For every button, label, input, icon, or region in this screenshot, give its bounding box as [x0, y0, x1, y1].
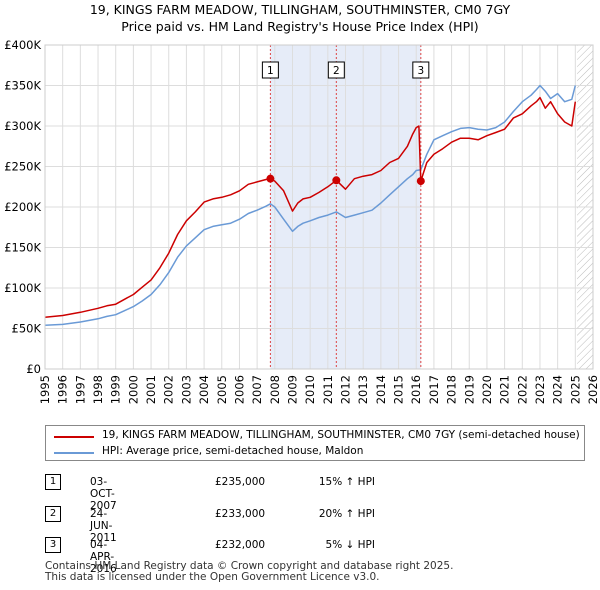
sale-number-badge: 3 — [45, 537, 61, 553]
y-tick-label: £250K — [4, 160, 41, 174]
x-tick-label: 2001 — [144, 375, 158, 404]
x-tick-label: 2022 — [515, 375, 529, 404]
sale-number-label: 3 — [417, 65, 424, 77]
x-tick-label: 2000 — [126, 375, 140, 404]
sale-date: 24-JUN-2011 — [90, 508, 117, 544]
y-tick-label: £400K — [4, 38, 41, 52]
y-tick-label: £200K — [4, 200, 41, 214]
sale-date: 04-APR-2016 — [90, 539, 117, 575]
sale-date: 03-OCT-2007 — [90, 476, 117, 512]
footer-licence: This data is licensed under the Open Gov… — [45, 571, 380, 583]
x-tick-label: 2017 — [427, 375, 441, 404]
x-tick-label: 2006 — [232, 375, 246, 404]
x-tick-label: 2011 — [321, 375, 335, 404]
x-tick-label: 2026 — [586, 375, 600, 404]
x-tick-label: 2015 — [392, 375, 406, 404]
y-tick-label: £350K — [4, 79, 41, 93]
x-tick-label: 1997 — [73, 375, 87, 404]
sale-number-label: 2 — [333, 65, 340, 77]
x-tick-label: 2023 — [533, 375, 547, 404]
y-tick-label: £300K — [4, 119, 41, 133]
plot-border — [44, 44, 594, 370]
x-tick-label: 1999 — [109, 375, 123, 404]
x-tick-label: 2005 — [215, 375, 229, 404]
x-tick-label: 2016 — [409, 375, 423, 404]
footer-copyright: Contains HM Land Registry data © Crown c… — [45, 560, 454, 572]
sale-number-box — [327, 61, 345, 79]
legend-line-property — [54, 436, 94, 438]
footer: Contains HM Land Registry data © Crown c… — [45, 561, 453, 583]
x-tick-label: 2021 — [498, 375, 512, 404]
x-tick-label: 2013 — [356, 375, 370, 404]
sale-hpi-change: 15% ↑ HPI — [318, 476, 375, 488]
series-line — [44, 84, 577, 327]
chart-title: 19, KINGS FARM MEADOW, TILLINGHAM, SOUTH… — [89, 2, 511, 17]
legend-label-hpi: HPI: Average price, semi-detached house,… — [102, 445, 364, 457]
x-tick-label: 2007 — [250, 375, 264, 404]
sale-point — [416, 177, 425, 186]
x-tick-label: 2010 — [303, 375, 317, 404]
sale-number-box — [412, 61, 430, 79]
sale-price: £235,000 — [215, 476, 266, 488]
y-tick-label: £0 — [26, 362, 41, 376]
sale-point — [266, 174, 275, 183]
y-tick-label: £50K — [12, 322, 42, 336]
x-tick-label: 2024 — [551, 375, 565, 404]
x-tick-label: 2004 — [197, 375, 211, 404]
sale-hpi-change: 20% ↑ HPI — [318, 508, 375, 520]
sale-number-label: 1 — [267, 65, 274, 77]
x-tick-label: 2003 — [179, 375, 193, 404]
x-tick-label: 2020 — [480, 375, 494, 404]
x-tick-label: 2019 — [462, 375, 476, 404]
sale-price: £233,000 — [215, 508, 266, 520]
sale-point — [332, 176, 341, 185]
x-tick-label: 2014 — [374, 375, 388, 404]
legend-line-hpi — [54, 452, 94, 454]
sale-number-box — [261, 61, 279, 79]
x-tick-label: 2002 — [162, 375, 176, 404]
x-tick-label: 2008 — [268, 375, 282, 404]
chart-legend: 19, KINGS FARM MEADOW, TILLINGHAM, SOUTH… — [45, 425, 585, 461]
x-tick-label: 2009 — [285, 375, 299, 404]
y-tick-label: £150K — [4, 241, 41, 255]
x-tick-label: 2012 — [339, 375, 353, 404]
chart-subtitle: Price paid vs. HM Land Registry's House … — [121, 19, 479, 34]
sale-price: £232,000 — [215, 539, 266, 551]
sale-number-badge: 1 — [45, 474, 61, 490]
x-tick-label: 1995 — [38, 375, 52, 404]
x-tick-label: 1996 — [56, 375, 70, 404]
price-chart: £0 £50K £100K £150K £200K £250K £300K £350K £400… — [4, 38, 600, 404]
series-line — [44, 96, 577, 318]
y-tick-label: £100K — [4, 281, 41, 295]
sale-number-badge: 2 — [45, 506, 61, 522]
x-tick-label: 2025 — [568, 375, 582, 404]
legend-label-property: 19, KINGS FARM MEADOW, TILLINGHAM, SOUTH… — [102, 429, 580, 441]
x-tick-label: 2018 — [445, 375, 459, 404]
sale-hpi-change: 5% ↓ HPI — [325, 539, 375, 551]
x-tick-label: 1998 — [91, 375, 105, 404]
